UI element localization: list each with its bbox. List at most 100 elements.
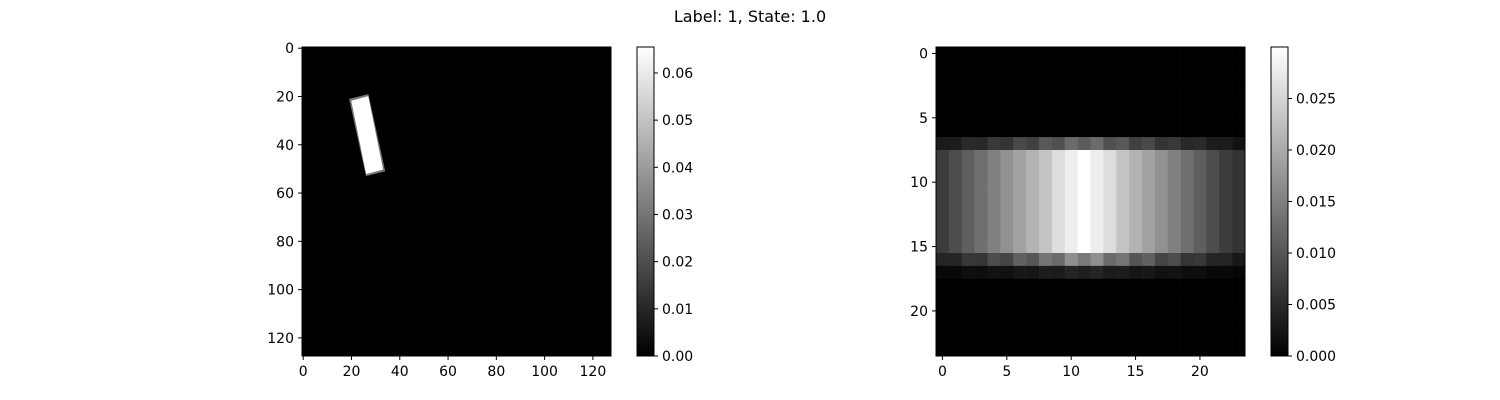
right-heatmap-cell (1219, 124, 1233, 138)
right-heatmap-cell (1142, 162, 1156, 177)
right-heatmap-cell (974, 72, 988, 86)
right-heatmap-cell (1077, 317, 1091, 331)
right-heatmap-cell (1103, 265, 1117, 280)
right-heatmap-cell (1026, 150, 1040, 164)
right-heatmap-cell (1000, 85, 1014, 99)
right-heatmap-cell (1180, 330, 1194, 344)
right-heatmap-cell (1129, 72, 1143, 86)
left-colorbar: 0.00 0.01 0.02 0.03 0.04 0.05 0.06 (636, 46, 693, 365)
right-heatmap-cell (1026, 304, 1040, 318)
right-heatmap-cell (1206, 343, 1220, 357)
right-heatmap-cell (948, 227, 963, 241)
right-heatmap-cell (987, 59, 1001, 74)
right-heatmap-cell (1013, 317, 1027, 331)
right-heatmap-cell (987, 98, 1001, 112)
right-heatmap-cell (1129, 265, 1143, 280)
right-colorbar: 0.000 0.005 0.010 0.015 0.020 0.025 (1270, 46, 1336, 365)
right-heatmap-cell (1206, 150, 1220, 164)
left-x-axis: 0 20 40 60 80 100 120 (299, 356, 606, 380)
right-heatmap-cell (1013, 137, 1027, 151)
right-heatmap-cell (1077, 201, 1091, 215)
right-heatmap-cell (1103, 162, 1117, 177)
right-heatmap-cell (1013, 111, 1027, 125)
right-heatmap-cell (1026, 265, 1040, 280)
right-heatmap-cell (1116, 111, 1130, 125)
right-heatmap-cell (948, 59, 963, 74)
right-heatmap-cell (936, 240, 950, 254)
right-heatmap-cell (974, 240, 988, 254)
right-heatmap-cell (1000, 162, 1014, 177)
right-heatmap-cell (1232, 278, 1246, 292)
right-heatmap-cell (1000, 343, 1014, 357)
right-heatmap-cell (1013, 175, 1027, 189)
right-heatmap-cell (1154, 201, 1169, 215)
right-heatmap-cell (1000, 72, 1014, 86)
right-heatmap-cell (1077, 137, 1091, 151)
right-heatmap-cell (961, 253, 975, 267)
right-heatmap-cell (961, 175, 975, 189)
right-heatmap-cell (1026, 59, 1040, 74)
right-heatmap-cell (1026, 188, 1040, 202)
right-heatmap-cell (1219, 137, 1233, 151)
right-heatmap-cell (1167, 343, 1181, 357)
right-colorbar-tick-label: 0.020 (1296, 143, 1336, 159)
right-heatmap-cell (1129, 98, 1143, 112)
right-heatmap-cell (948, 330, 963, 344)
right-heatmap-cell (1013, 291, 1027, 305)
right-heatmap-cell (987, 304, 1001, 318)
right-heatmap-cell (1154, 47, 1169, 61)
right-heatmap-cell (1206, 227, 1220, 241)
right-heatmap-cell (1000, 201, 1014, 215)
right-heatmap-cell (961, 162, 975, 177)
right-heatmap-cell (1232, 124, 1246, 138)
right-heatmap-cell (1154, 98, 1169, 112)
right-heatmap-cell (961, 343, 975, 357)
right-heatmap-cell (1103, 188, 1117, 202)
right-heatmap-cell (1116, 59, 1130, 74)
right-heatmap-cell (948, 278, 963, 292)
right-heatmap-cell (1039, 137, 1053, 151)
right-heatmap-cell (1232, 291, 1246, 305)
right-heatmap-cell (1064, 265, 1078, 280)
right-heatmap-cell (1116, 201, 1130, 215)
right-heatmap-cell (1051, 317, 1066, 331)
right-heatmap-cell (1129, 137, 1143, 151)
right-heatmap-cell (1013, 227, 1027, 241)
right-heatmap-cell (1129, 343, 1143, 357)
right-heatmap-cell (1090, 150, 1104, 164)
right-heatmap-cell (1206, 175, 1220, 189)
right-heatmap-cell (936, 343, 950, 357)
right-heatmap-cell (1180, 227, 1194, 241)
left-heatmap-shape (351, 96, 384, 175)
right-heatmap-cell (1129, 59, 1143, 74)
right-heatmap-cell (961, 47, 975, 61)
right-heatmap-cell (1232, 214, 1246, 228)
right-heatmap-cell (1206, 162, 1220, 177)
right-heatmap-cell (936, 253, 950, 267)
right-heatmap-cell (1232, 188, 1246, 202)
right-heatmap-cell (961, 150, 975, 164)
right-heatmap-cell (1142, 304, 1156, 318)
right-heatmap-cell (1026, 201, 1040, 215)
left-y-tick-label: 0 (285, 41, 294, 57)
right-heatmap-cell (974, 162, 988, 177)
right-heatmap-cell (1013, 201, 1027, 215)
right-heatmap-cell (1232, 175, 1246, 189)
right-colorbar-tick-label: 0.000 (1296, 349, 1336, 365)
right-heatmap-cell (1219, 98, 1233, 112)
right-heatmap-cell (1103, 59, 1117, 74)
right-heatmap-cell (1116, 214, 1130, 228)
right-heatmap-cell (1129, 162, 1143, 177)
right-heatmap-cell (1064, 175, 1078, 189)
right-y-tick-label: 20 (910, 304, 928, 320)
right-heatmap-cell (1219, 343, 1233, 357)
right-heatmap-cell (1232, 150, 1246, 164)
right-heatmap-cell (987, 124, 1001, 138)
right-heatmap-cell (1206, 240, 1220, 254)
left-colorbar-tick-label: 0.03 (662, 207, 693, 223)
right-heatmap-cell (1142, 98, 1156, 112)
right-heatmap-cell (1193, 278, 1207, 292)
right-heatmap-cell (1116, 291, 1130, 305)
right-heatmap-cell (1051, 291, 1066, 305)
right-heatmap-cell (1232, 317, 1246, 331)
